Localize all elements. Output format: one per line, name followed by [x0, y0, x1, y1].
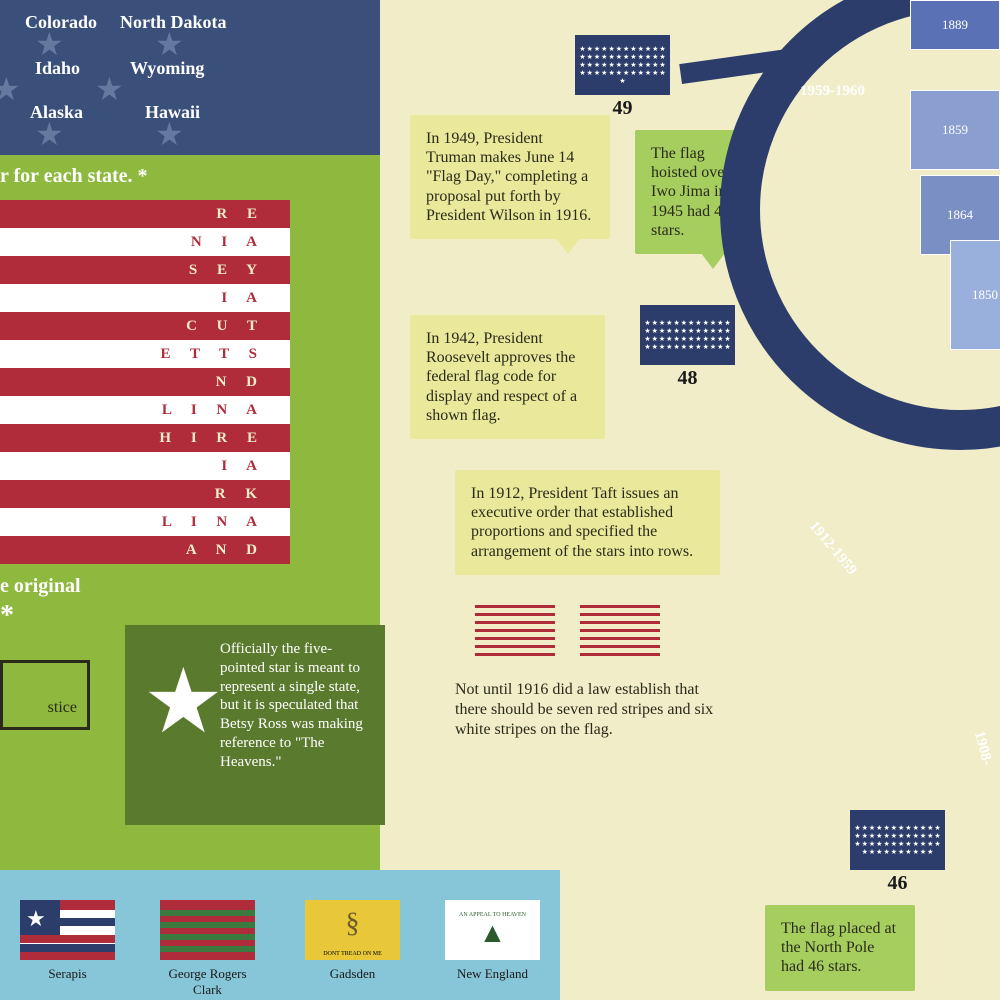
stripe-6: E T T S [0, 340, 290, 368]
flag-48-label: 48 [640, 367, 735, 390]
state-alaska: Alaska [30, 102, 83, 123]
heading-each-state: r for each state. * [0, 165, 148, 188]
stripe-8: L I N A [0, 396, 290, 424]
text-1916-stripes: Not until 1916 did a law establish that … [455, 680, 715, 740]
arc-label-1959: 1959-1960 [800, 83, 865, 100]
canton-star-deco: ★ [0, 70, 21, 108]
stripe-7: N D [0, 368, 290, 396]
stripe-1: R E [0, 200, 290, 228]
star-meaning-text: Officially the five-pointed star is mean… [220, 640, 375, 771]
callout-roosevelt: In 1942, President Roosevelt approves th… [410, 315, 605, 439]
thirteen-stripes-flag: R E N I A S E Y I A C U T E T T S N D L … [0, 200, 290, 564]
callout-northpole: The flag placed at the North Pole had 46… [765, 905, 915, 991]
arc-label-1912: 1912-1959 [805, 518, 860, 579]
five-point-star-icon: ★ [143, 658, 224, 748]
clark-label: George Rogers Clark [160, 966, 255, 998]
historic-clark: George Rogers Clark [160, 900, 255, 998]
serapis-label: Serapis [20, 966, 115, 982]
canton-region: ★ ★ ★ ★ ★ ★ Colorado North Dakota Idaho … [0, 0, 380, 155]
stripe-5: C U T [0, 312, 290, 340]
callout-taft: In 1912, President Taft issues an execut… [455, 470, 720, 575]
state-wyoming: Wyoming [130, 58, 204, 79]
historic-gadsden: § DONT TREAD ON ME Gadsden [305, 900, 400, 982]
justice-text: stice [48, 699, 77, 717]
state-idaho: Idaho [35, 58, 80, 79]
flag-46: ★★★★★★★★★★★★★★★★★★★★★★★★★★★★★★★★★★★★★★★★… [850, 810, 945, 895]
flag-49: ★★★★★★★★★★★★★★★★★★★★★★★★★★★★★★★★★★★★★★★★… [575, 35, 670, 120]
stripe-4: I A [0, 284, 290, 312]
canton-star-deco: ★ [95, 70, 124, 108]
historic-serapis: ★ Serapis [20, 900, 115, 982]
flag-49-label: 49 [575, 97, 670, 120]
stripe-2: N I A [0, 228, 290, 256]
stripe-13: A N D [0, 536, 290, 564]
flag-46-label: 46 [850, 872, 945, 895]
map-state-1850: 1850 [950, 240, 1000, 350]
gadsden-label: Gadsden [305, 966, 400, 982]
map-state-1889: 1889 [910, 0, 1000, 50]
state-hawaii: Hawaii [145, 102, 200, 123]
stripes-mini-1 [475, 605, 555, 655]
stripe-12: L I N A [0, 508, 290, 536]
gadsden-motto: DONT TREAD ON ME [323, 951, 382, 957]
arc-label-1908: 1908- [970, 729, 995, 767]
state-colorado: Colorado [25, 12, 97, 33]
historic-newengland: AN APPEAL TO HEAVEN ▲ New England [445, 900, 540, 982]
stripe-10: I A [0, 452, 290, 480]
asterisk: * [0, 600, 14, 632]
justice-box: stice [0, 660, 90, 730]
heading-original: e original [0, 575, 81, 598]
stripes-mini-2 [580, 605, 660, 655]
stripe-9: H I R E [0, 424, 290, 452]
map-state-1859: 1859 [910, 90, 1000, 170]
stripe-3: S E Y [0, 256, 290, 284]
newengland-label: New England [445, 966, 540, 982]
state-northdakota: North Dakota [120, 12, 227, 33]
flag-48: ★★★★★★★★★★★★★★★★★★★★★★★★★★★★★★★★★★★★★★★★… [640, 305, 735, 390]
callout-truman: In 1949, President Truman makes June 14 … [410, 115, 610, 239]
stripe-11: R K [0, 480, 290, 508]
